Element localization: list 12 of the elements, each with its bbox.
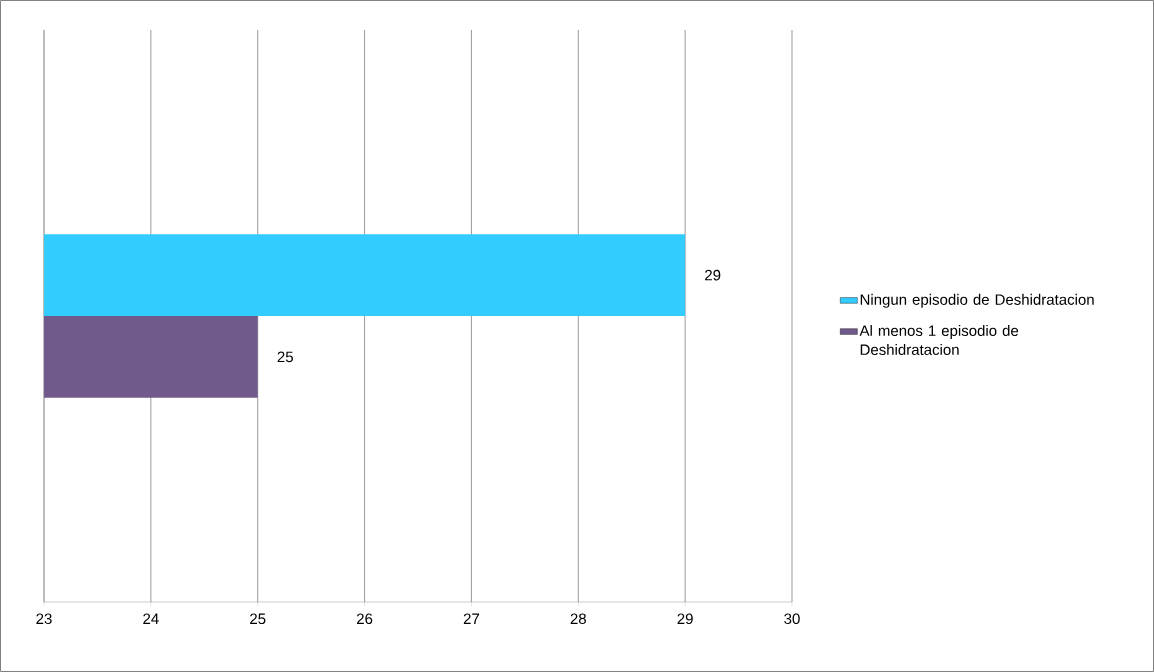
x-tick-label: 27 — [463, 613, 480, 624]
legend-label: Ningun episodio de Deshidratacion — [860, 293, 1094, 308]
data-label: 29 — [705, 269, 721, 281]
x-tick-label: 25 — [250, 613, 266, 625]
x-tick-label: 24 — [143, 613, 159, 624]
x-tick-label: 26 — [356, 613, 373, 625]
legend-label: Al menos 1 episodio de Deshidratacion — [859, 324, 1019, 355]
x-tick-label: 29 — [677, 613, 693, 625]
x-tick-label: 23 — [36, 613, 52, 625]
data-label: 25 — [277, 351, 293, 363]
x-tick-label: 28 — [570, 613, 586, 625]
x-tick-label: 30 — [784, 613, 800, 625]
